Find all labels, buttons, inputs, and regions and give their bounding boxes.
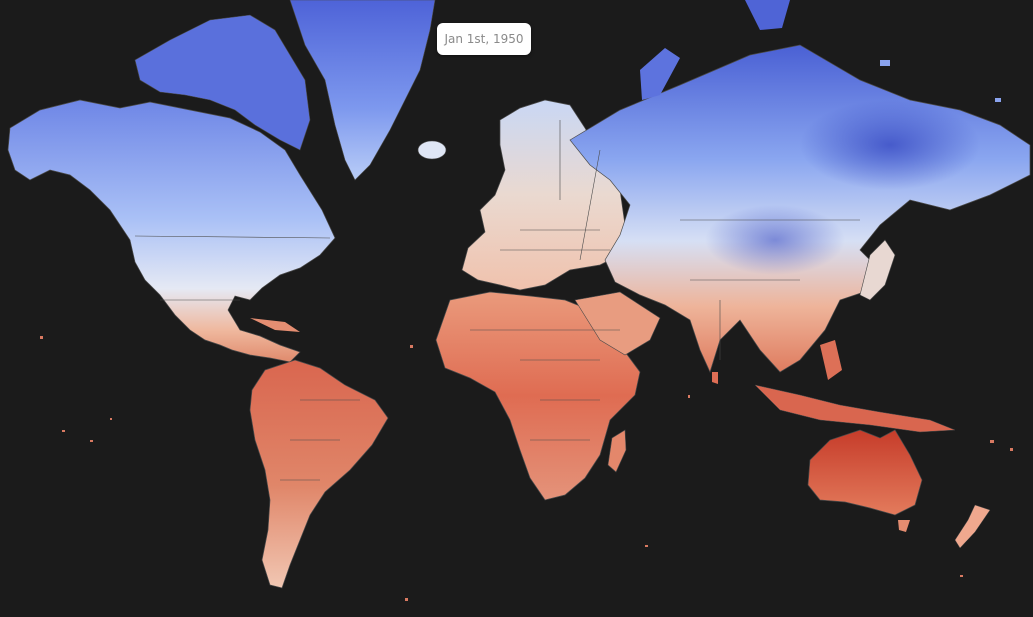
landmass-north-america: [7, 99, 336, 363]
landmass-severnaya: [745, 0, 790, 30]
landmass-arctic-russia: [640, 48, 680, 100]
landmass-japan: [859, 239, 896, 301]
landmass-tasmania: [898, 520, 910, 532]
country-borders: [134, 120, 860, 481]
timeline-date-label[interactable]: Jan 1st, 1950: [437, 23, 531, 55]
cold-region-siberia: [800, 100, 980, 190]
cold-region-mongolia: [705, 205, 845, 275]
landmass-philippines: [820, 340, 842, 380]
landmass-madagascar: [607, 429, 627, 473]
landmass-caribbean: [250, 318, 300, 332]
landmass-indonesia: [754, 384, 956, 433]
landmass-sri-lanka: [712, 372, 718, 384]
landmass-africa: [435, 291, 641, 501]
landmass-arctic-islands: [134, 14, 311, 151]
landmass-arabia: [574, 291, 661, 356]
small-islands: [40, 60, 1013, 601]
landmass-south-america: [249, 359, 389, 589]
landmass-iceland: [417, 140, 447, 160]
landmass-greenland: [289, 0, 436, 181]
landmass-new-zealand: [954, 504, 991, 549]
landmass-australia: [807, 429, 923, 516]
